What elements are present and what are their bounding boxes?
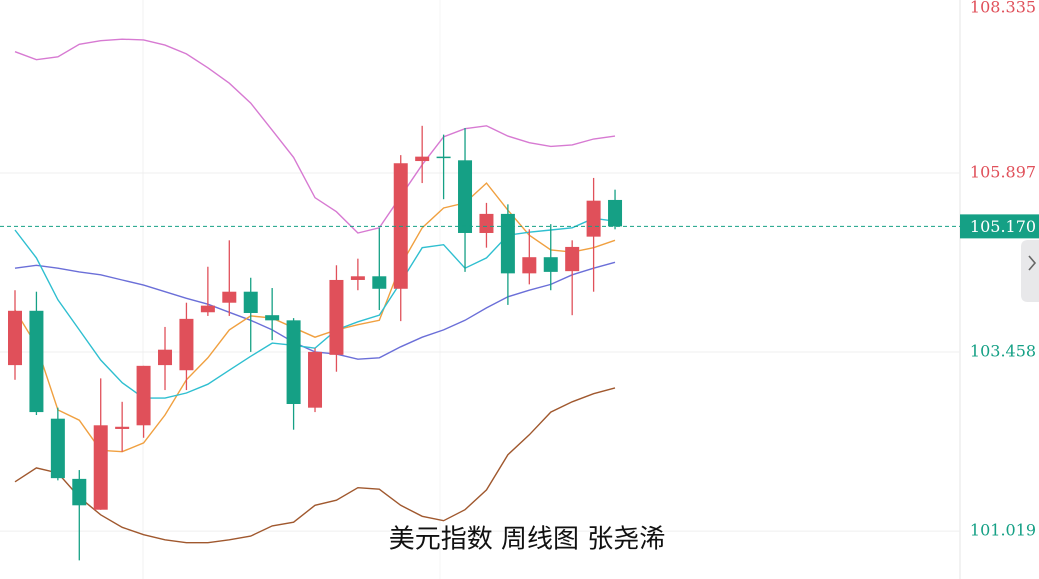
collapse-tab[interactable] bbox=[1021, 240, 1039, 302]
candle-body bbox=[265, 315, 280, 321]
candle-body bbox=[500, 213, 515, 274]
candle-body bbox=[308, 351, 323, 408]
y-tick-label: 108.335 bbox=[970, 0, 1036, 17]
candle-body bbox=[329, 279, 344, 355]
chart-title: 美元指数 周线图 张尧浠 bbox=[389, 525, 666, 555]
candle-body bbox=[565, 246, 580, 272]
candle-body bbox=[8, 310, 22, 366]
candle-body bbox=[458, 160, 473, 233]
candle-body bbox=[136, 365, 151, 426]
candle-body bbox=[436, 156, 451, 159]
last-price-label: 105.170 bbox=[970, 217, 1036, 236]
candle-body bbox=[222, 291, 237, 303]
candle-body bbox=[608, 199, 623, 227]
candle-body bbox=[93, 425, 108, 510]
candle-body bbox=[179, 318, 194, 371]
candle-body bbox=[286, 320, 301, 405]
indicator-line bbox=[14, 217, 616, 399]
y-tick-label: 101.019 bbox=[970, 521, 1036, 540]
candle-body bbox=[72, 478, 87, 506]
candle-body bbox=[200, 305, 215, 313]
y-tick-label: 103.458 bbox=[970, 342, 1036, 361]
collapse-button[interactable] bbox=[1021, 240, 1039, 302]
candle-body bbox=[415, 156, 430, 162]
candle-body bbox=[158, 349, 173, 366]
candle-body bbox=[50, 418, 65, 479]
candle-body bbox=[372, 276, 387, 289]
candle-body bbox=[29, 310, 44, 413]
candle-body bbox=[586, 200, 601, 237]
y-tick-label: 105.897 bbox=[970, 163, 1036, 182]
candle-body bbox=[479, 213, 494, 233]
candle-body bbox=[115, 426, 130, 429]
candle-body bbox=[522, 257, 537, 274]
indicator-line bbox=[14, 38, 616, 234]
indicator-line bbox=[14, 261, 616, 360]
last-price-tag bbox=[960, 214, 1039, 239]
candle-body bbox=[543, 257, 558, 272]
candle-body bbox=[243, 291, 258, 313]
candle-body bbox=[350, 276, 365, 280]
indicator-line bbox=[14, 387, 616, 544]
collapse-icon[interactable] bbox=[1028, 255, 1037, 271]
indicator-line bbox=[14, 182, 616, 453]
